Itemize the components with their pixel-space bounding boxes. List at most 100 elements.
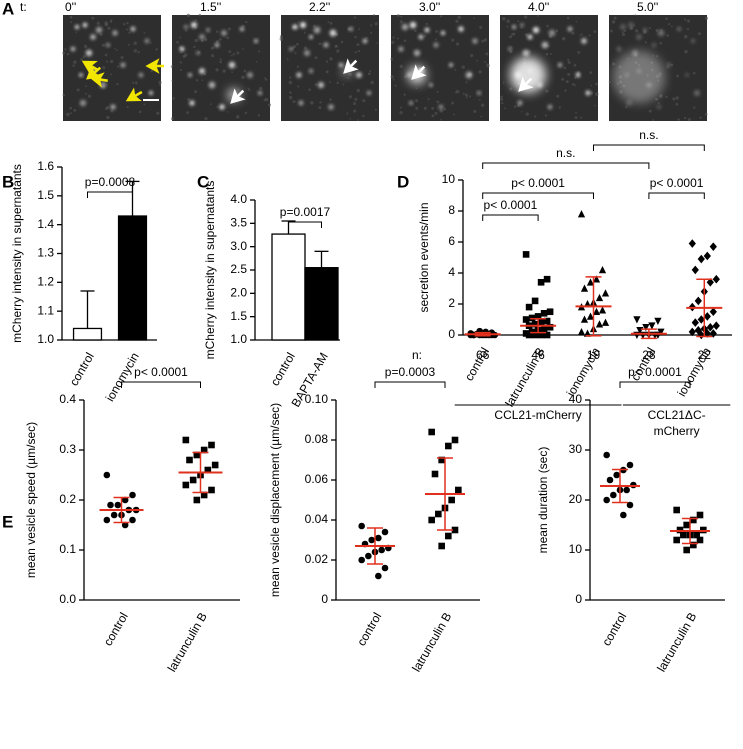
noise	[133, 41, 138, 46]
noise	[62, 93, 66, 97]
y-tick-label: 3.0	[230, 239, 247, 253]
vesicle	[619, 23, 627, 31]
y-tick-label: 0.4	[59, 392, 76, 406]
noise	[564, 89, 567, 92]
point	[531, 320, 539, 328]
noise	[232, 53, 235, 56]
point	[577, 210, 586, 218]
noise	[342, 83, 345, 86]
noise	[480, 103, 485, 107]
noise	[509, 50, 513, 54]
vesicle	[188, 73, 192, 77]
vesicle	[183, 24, 189, 30]
noise	[577, 50, 581, 54]
noise	[82, 55, 86, 59]
noise	[179, 51, 182, 54]
panel-letter: E	[2, 512, 13, 531]
y-tick-label: 0.02	[305, 552, 329, 566]
point	[375, 572, 382, 580]
point	[522, 251, 530, 258]
noise	[509, 87, 513, 91]
point	[580, 284, 589, 292]
point	[586, 278, 595, 286]
vesicle	[323, 42, 329, 48]
point	[606, 476, 614, 484]
significance-bracket	[619, 381, 691, 388]
y-tick-label: 1.5	[37, 188, 54, 202]
point	[537, 319, 545, 326]
noise	[439, 15, 443, 18]
noise	[415, 106, 419, 110]
point	[712, 321, 720, 330]
noise	[179, 36, 182, 39]
point	[598, 306, 607, 314]
point	[103, 471, 111, 479]
y-axis-label: secretion events/min	[417, 202, 431, 312]
noise	[264, 97, 269, 102]
significance-label: p=0.0008	[85, 175, 136, 189]
y-tick-label: 0.1	[59, 542, 76, 556]
noise	[292, 100, 296, 104]
noise	[464, 93, 468, 97]
y-axis-label: mean duration (sec)	[536, 447, 550, 554]
point	[358, 522, 365, 530]
noise	[396, 14, 400, 17]
noise	[370, 24, 373, 27]
noise	[247, 87, 250, 90]
noise	[179, 61, 183, 64]
noise	[399, 106, 402, 109]
noise	[443, 108, 447, 111]
noise	[231, 71, 234, 74]
y-tick-label: 2.5	[230, 262, 247, 276]
noise	[655, 55, 659, 58]
noise	[423, 106, 427, 110]
noise	[170, 65, 174, 68]
arrow	[145, 58, 164, 74]
significance-bracket	[374, 381, 446, 388]
noise	[329, 57, 333, 61]
noise	[549, 52, 552, 55]
point	[543, 331, 551, 339]
noise	[109, 20, 113, 23]
noise	[354, 97, 358, 101]
panel-letter: A	[2, 0, 14, 18]
noise	[218, 37, 222, 41]
y-tick-label: 0.10	[305, 392, 329, 406]
noise	[521, 110, 523, 113]
noise	[116, 65, 119, 68]
vesicle	[206, 28, 210, 32]
noise	[571, 82, 575, 86]
noise	[357, 49, 361, 53]
y-tick-label: 0.04	[305, 512, 329, 526]
n-value: 46	[531, 348, 545, 362]
noise	[354, 35, 357, 39]
noise	[424, 34, 427, 37]
vesicle	[349, 27, 353, 31]
noise	[484, 60, 487, 63]
noise	[126, 106, 129, 109]
noise	[692, 71, 696, 75]
bar	[304, 267, 339, 341]
noise	[293, 45, 297, 48]
noise	[665, 95, 668, 98]
noise	[353, 109, 357, 113]
noise	[644, 41, 647, 44]
vesicle	[138, 72, 144, 78]
vesicle	[292, 24, 298, 30]
vesicle	[189, 100, 195, 106]
noise	[501, 16, 506, 21]
noise	[397, 37, 399, 40]
noise	[259, 86, 263, 90]
noise	[203, 72, 207, 76]
noise	[704, 16, 709, 20]
panel-letter: D	[397, 172, 409, 191]
vesicle	[433, 42, 439, 48]
vesicle	[208, 81, 216, 89]
noise	[258, 50, 261, 53]
noise	[390, 57, 394, 61]
noise	[64, 48, 67, 51]
vesicle	[70, 46, 76, 52]
vesicle	[300, 22, 306, 28]
noise	[670, 63, 674, 67]
noise	[370, 31, 373, 34]
